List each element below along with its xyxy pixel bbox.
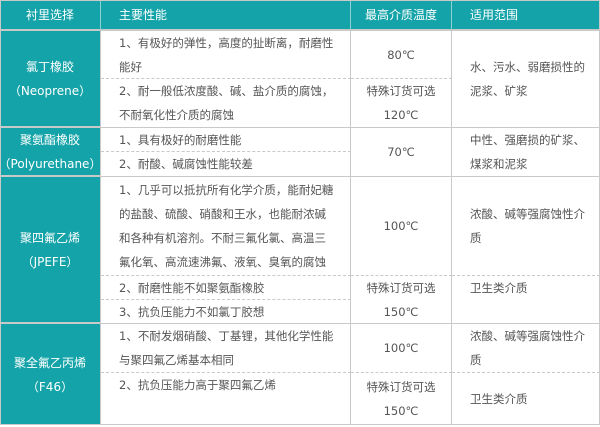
- performance-cell: 2、耐磨性能不如聚氨酯橡胶: [101, 276, 351, 300]
- application-cell: 卫生类介质: [452, 276, 600, 324]
- text-line: 卫生类介质: [470, 391, 528, 406]
- text-line: 浓酸、碱等强腐蚀性介: [470, 207, 585, 221]
- performance-cell: 1、几乎可以抵抗所有化学介质，能耐妃糖 的盐酸、硫酸、硝酸和王水，也能耐浓碱 和各种…: [101, 177, 351, 276]
- lining-name-en: （F46）: [26, 379, 74, 394]
- temp-cell: 特殊订货可选 150℃: [351, 276, 452, 324]
- header-text: 最高介质温度: [364, 7, 437, 22]
- text-line: 120℃: [383, 108, 419, 122]
- lining-polyurethane: 聚氨酯橡胶 （Polyurethane）: [0, 128, 101, 177]
- text-line: 质: [470, 353, 482, 367]
- text-line: 不耐氧化性介质的腐蚀: [119, 108, 234, 122]
- text-line: 2、耐一般低浓度酸、碱、盐介质的腐蚀，: [119, 84, 334, 98]
- lining-neoprene: 氯丁橡胶 （Neoprene）: [0, 31, 101, 128]
- lining-name-en: （JPEFE）: [21, 254, 79, 269]
- temp-cell: 100℃: [351, 324, 452, 373]
- text-line: 特殊订货可选: [366, 379, 436, 394]
- application-cell: 水、污水、弱磨损性的 泥浆、矿浆: [452, 31, 600, 128]
- lining-name-en: （Neoprene）: [8, 83, 92, 98]
- temp-cell: 100℃: [351, 177, 452, 276]
- text-line: 泥浆、矿浆: [470, 84, 528, 98]
- header-performance: 主要性能: [101, 0, 351, 31]
- application-cell: 中性、强磨损的矿浆、 煤浆和泥浆: [452, 128, 600, 177]
- text-line: 浓酸、碱等强腐蚀性介: [470, 329, 585, 343]
- text-line: 水、污水、弱磨损性的: [470, 60, 585, 74]
- text-line: 中性、强磨损的矿浆、: [470, 133, 585, 147]
- performance-cell: 2、耐酸、碱腐蚀性能较差: [101, 152, 351, 177]
- lining-name-en: （Polyurethane）: [0, 156, 102, 171]
- header-text: 适用范围: [470, 7, 519, 22]
- text-line: 和各种有机溶剂。不耐三氟化氯、高温三: [119, 231, 326, 245]
- lining-name: 聚四氟乙烯: [19, 230, 80, 245]
- text-line: 的盐酸、硫酸、硝酸和王水，也能耐浓碱: [119, 207, 326, 221]
- text-line: 2、耐磨性能不如聚氨酯橡胶: [119, 280, 265, 295]
- lining-name: 氯丁橡胶: [25, 59, 74, 74]
- performance-cell: 1、不耐发烟硝酸、丁基锂，其他化学性能 与聚四氟乙烯基本相同: [101, 324, 351, 373]
- text-line: 1、不耐发烟硝酸、丁基锂，其他化学性能: [119, 329, 334, 343]
- application-cell: 浓酸、碱等强腐蚀性介质: [452, 324, 600, 373]
- header-max-temp: 最高介质温度: [351, 0, 452, 31]
- text-line: 1、具有极好的耐磨性能: [119, 132, 242, 147]
- text-line: 150℃: [383, 403, 419, 418]
- text-line: 煤浆和泥浆: [470, 157, 528, 171]
- text-line: 1、几乎可以抵抗所有化学介质，能耐妃糖: [119, 183, 334, 197]
- text-line: 2、抗负压能力高于聚四氟乙烯: [119, 378, 276, 392]
- lining-ptfe: 聚四氟乙烯 （JPEFE）: [0, 177, 101, 324]
- temp-cell: 特殊订货可选 150℃: [351, 373, 452, 425]
- temp-cell: 70℃: [351, 128, 452, 177]
- text-line: 150℃: [383, 304, 419, 319]
- text-line: 卫生类介质: [470, 281, 528, 295]
- temp-cell: 特殊订货可选 120℃: [351, 79, 452, 128]
- text-line: 特殊订货可选: [366, 84, 436, 98]
- lining-name: 聚氨酯橡胶: [19, 132, 80, 147]
- text-line: 1、有极好的弹性，高度的扯断离，耐磨性: [119, 35, 334, 50]
- text-line: 氟化氧、高流速沸氟、液氧、臭氧的腐蚀: [119, 255, 326, 269]
- header-text: 衬里选择: [25, 7, 74, 22]
- text-line: 70℃: [387, 145, 415, 159]
- performance-cell: 1、具有极好的耐磨性能: [101, 128, 351, 152]
- text-line: 能好: [119, 59, 142, 74]
- header-lining: 衬里选择: [0, 0, 101, 31]
- performance-cell: 2、抗负压能力高于聚四氟乙烯: [101, 373, 351, 425]
- application-cell: 浓酸、碱等强腐蚀性介质: [452, 177, 600, 276]
- text-line: 80℃: [387, 47, 415, 62]
- header-application: 适用范围: [452, 0, 600, 31]
- temp-cell: 80℃: [351, 31, 452, 79]
- lining-f46: 聚全氟乙丙烯 （F46）: [0, 324, 101, 425]
- text-line: 质: [470, 231, 482, 245]
- text-line: 特殊订货可选: [366, 280, 436, 295]
- text-line: 100℃: [383, 341, 419, 355]
- application-cell: 卫生类介质: [452, 373, 600, 425]
- performance-cell: 2、耐一般低浓度酸、碱、盐介质的腐蚀， 不耐氧化性介质的腐蚀: [101, 79, 351, 128]
- header-text: 主要性能: [119, 7, 168, 22]
- text-line: 2、耐酸、碱腐蚀性能较差: [119, 157, 253, 171]
- performance-cell: 3、抗负压能力不如氯丁胶想: [101, 300, 351, 324]
- lining-name: 聚全氟乙丙烯: [13, 355, 86, 370]
- performance-cell: 1、有极好的弹性，高度的扯断离，耐磨性 能好: [101, 31, 351, 79]
- text-line: 3、抗负压能力不如氯丁胶想: [119, 304, 265, 319]
- text-line: 100℃: [383, 219, 419, 233]
- text-line: 与聚四氟乙烯基本相同: [119, 353, 234, 367]
